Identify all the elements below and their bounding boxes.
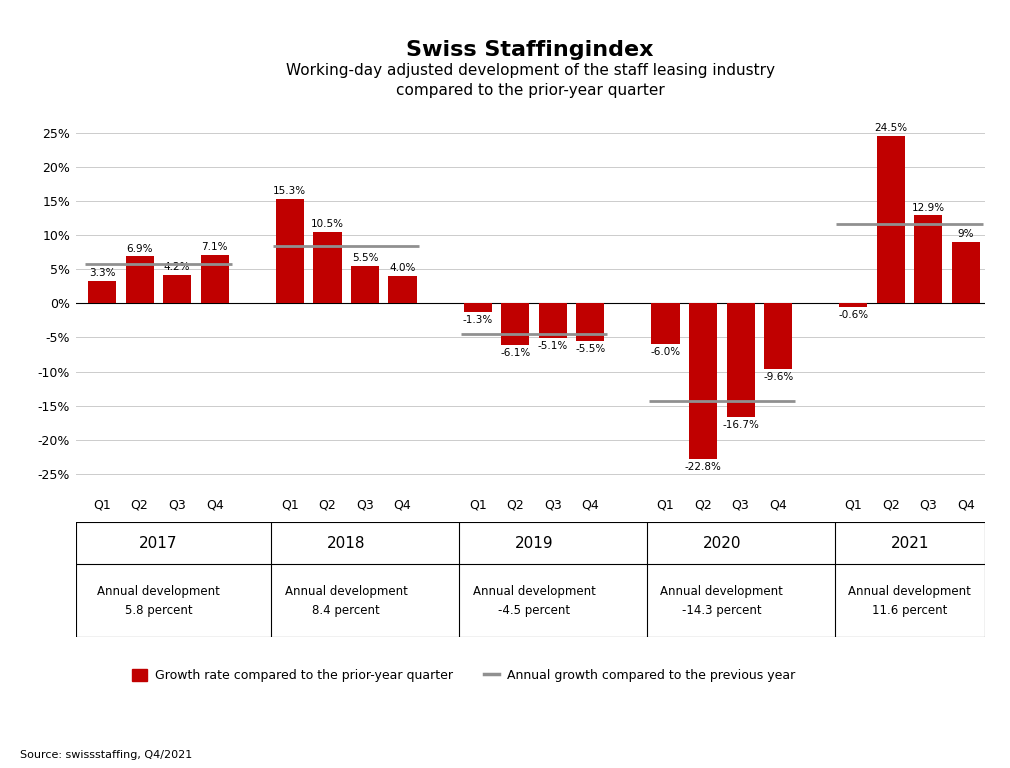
Legend: Growth rate compared to the prior-year quarter, Annual growth compared to the pr: Growth rate compared to the prior-year q… xyxy=(127,664,800,687)
Bar xyxy=(88,281,116,303)
Text: 2017: 2017 xyxy=(139,536,178,551)
Text: Q4: Q4 xyxy=(582,498,599,511)
Text: 2021: 2021 xyxy=(891,536,929,551)
Text: 7.1%: 7.1% xyxy=(201,242,228,252)
Text: Working-day adjusted development of the staff leasing industry
compared to the p: Working-day adjusted development of the … xyxy=(286,63,775,98)
Bar xyxy=(313,232,341,303)
Text: 12.9%: 12.9% xyxy=(912,203,945,213)
Text: 3.3%: 3.3% xyxy=(89,268,115,278)
Text: 4.0%: 4.0% xyxy=(389,263,416,273)
Text: -0.6%: -0.6% xyxy=(838,310,869,320)
Bar xyxy=(125,257,154,303)
Text: Annual development
-14.3 percent: Annual development -14.3 percent xyxy=(661,585,783,617)
Text: 10.5%: 10.5% xyxy=(311,219,344,229)
Text: 2018: 2018 xyxy=(327,536,366,551)
Text: -9.6%: -9.6% xyxy=(763,372,793,382)
Bar xyxy=(765,303,792,369)
Text: -22.8%: -22.8% xyxy=(685,462,721,472)
Text: Q1: Q1 xyxy=(656,498,675,511)
Text: -16.7%: -16.7% xyxy=(722,420,760,430)
Text: Q3: Q3 xyxy=(544,498,562,511)
Text: 4.2%: 4.2% xyxy=(164,262,191,272)
Text: Q1: Q1 xyxy=(93,498,111,511)
Text: Q4: Q4 xyxy=(394,498,411,511)
Text: -6.1%: -6.1% xyxy=(500,348,530,358)
Text: -5.1%: -5.1% xyxy=(537,341,568,351)
Text: Annual development
11.6 percent: Annual development 11.6 percent xyxy=(848,585,971,617)
Bar xyxy=(651,303,680,344)
Text: 24.5%: 24.5% xyxy=(875,124,907,134)
Text: Q3: Q3 xyxy=(731,498,749,511)
Bar xyxy=(877,136,905,303)
Text: Source: swissstaffing, Q4/2021: Source: swissstaffing, Q4/2021 xyxy=(20,750,193,760)
Text: 6.9%: 6.9% xyxy=(126,243,153,253)
Bar xyxy=(350,266,379,303)
Bar xyxy=(276,199,304,303)
Bar xyxy=(914,215,942,303)
Text: -1.3%: -1.3% xyxy=(463,315,493,325)
Text: Q2: Q2 xyxy=(130,498,148,511)
Bar xyxy=(464,303,492,313)
Bar xyxy=(577,303,604,341)
Text: Q4: Q4 xyxy=(957,498,975,511)
Bar xyxy=(951,242,980,303)
Text: 2019: 2019 xyxy=(515,536,553,551)
Text: Q4: Q4 xyxy=(206,498,223,511)
Text: 9%: 9% xyxy=(957,229,975,239)
Text: Annual development
5.8 percent: Annual development 5.8 percent xyxy=(97,585,220,617)
Text: Q3: Q3 xyxy=(169,498,186,511)
Text: 15.3%: 15.3% xyxy=(274,186,306,196)
Bar xyxy=(689,303,717,459)
Bar xyxy=(538,303,567,338)
Text: Q2: Q2 xyxy=(318,498,336,511)
Text: Annual development
8.4 percent: Annual development 8.4 percent xyxy=(285,585,408,617)
Text: Q1: Q1 xyxy=(469,498,487,511)
Text: Q3: Q3 xyxy=(919,498,937,511)
Text: Swiss Staffingindex: Swiss Staffingindex xyxy=(406,40,654,60)
Bar xyxy=(389,276,416,303)
Text: Q3: Q3 xyxy=(357,498,374,511)
Text: Q2: Q2 xyxy=(882,498,900,511)
Text: -5.5%: -5.5% xyxy=(576,343,605,353)
Bar xyxy=(839,303,868,307)
Text: 2020: 2020 xyxy=(703,536,741,551)
Bar xyxy=(201,255,229,303)
Text: 5.5%: 5.5% xyxy=(351,253,378,263)
Text: Q1: Q1 xyxy=(844,498,863,511)
Text: Q1: Q1 xyxy=(281,498,299,511)
Bar xyxy=(726,303,754,417)
Text: -6.0%: -6.0% xyxy=(650,347,681,357)
Bar xyxy=(163,275,191,303)
Text: Q2: Q2 xyxy=(694,498,712,511)
Bar xyxy=(501,303,529,345)
Text: Q4: Q4 xyxy=(770,498,787,511)
Text: Annual development
-4.5 percent: Annual development -4.5 percent xyxy=(473,585,596,617)
Text: Q2: Q2 xyxy=(506,498,524,511)
